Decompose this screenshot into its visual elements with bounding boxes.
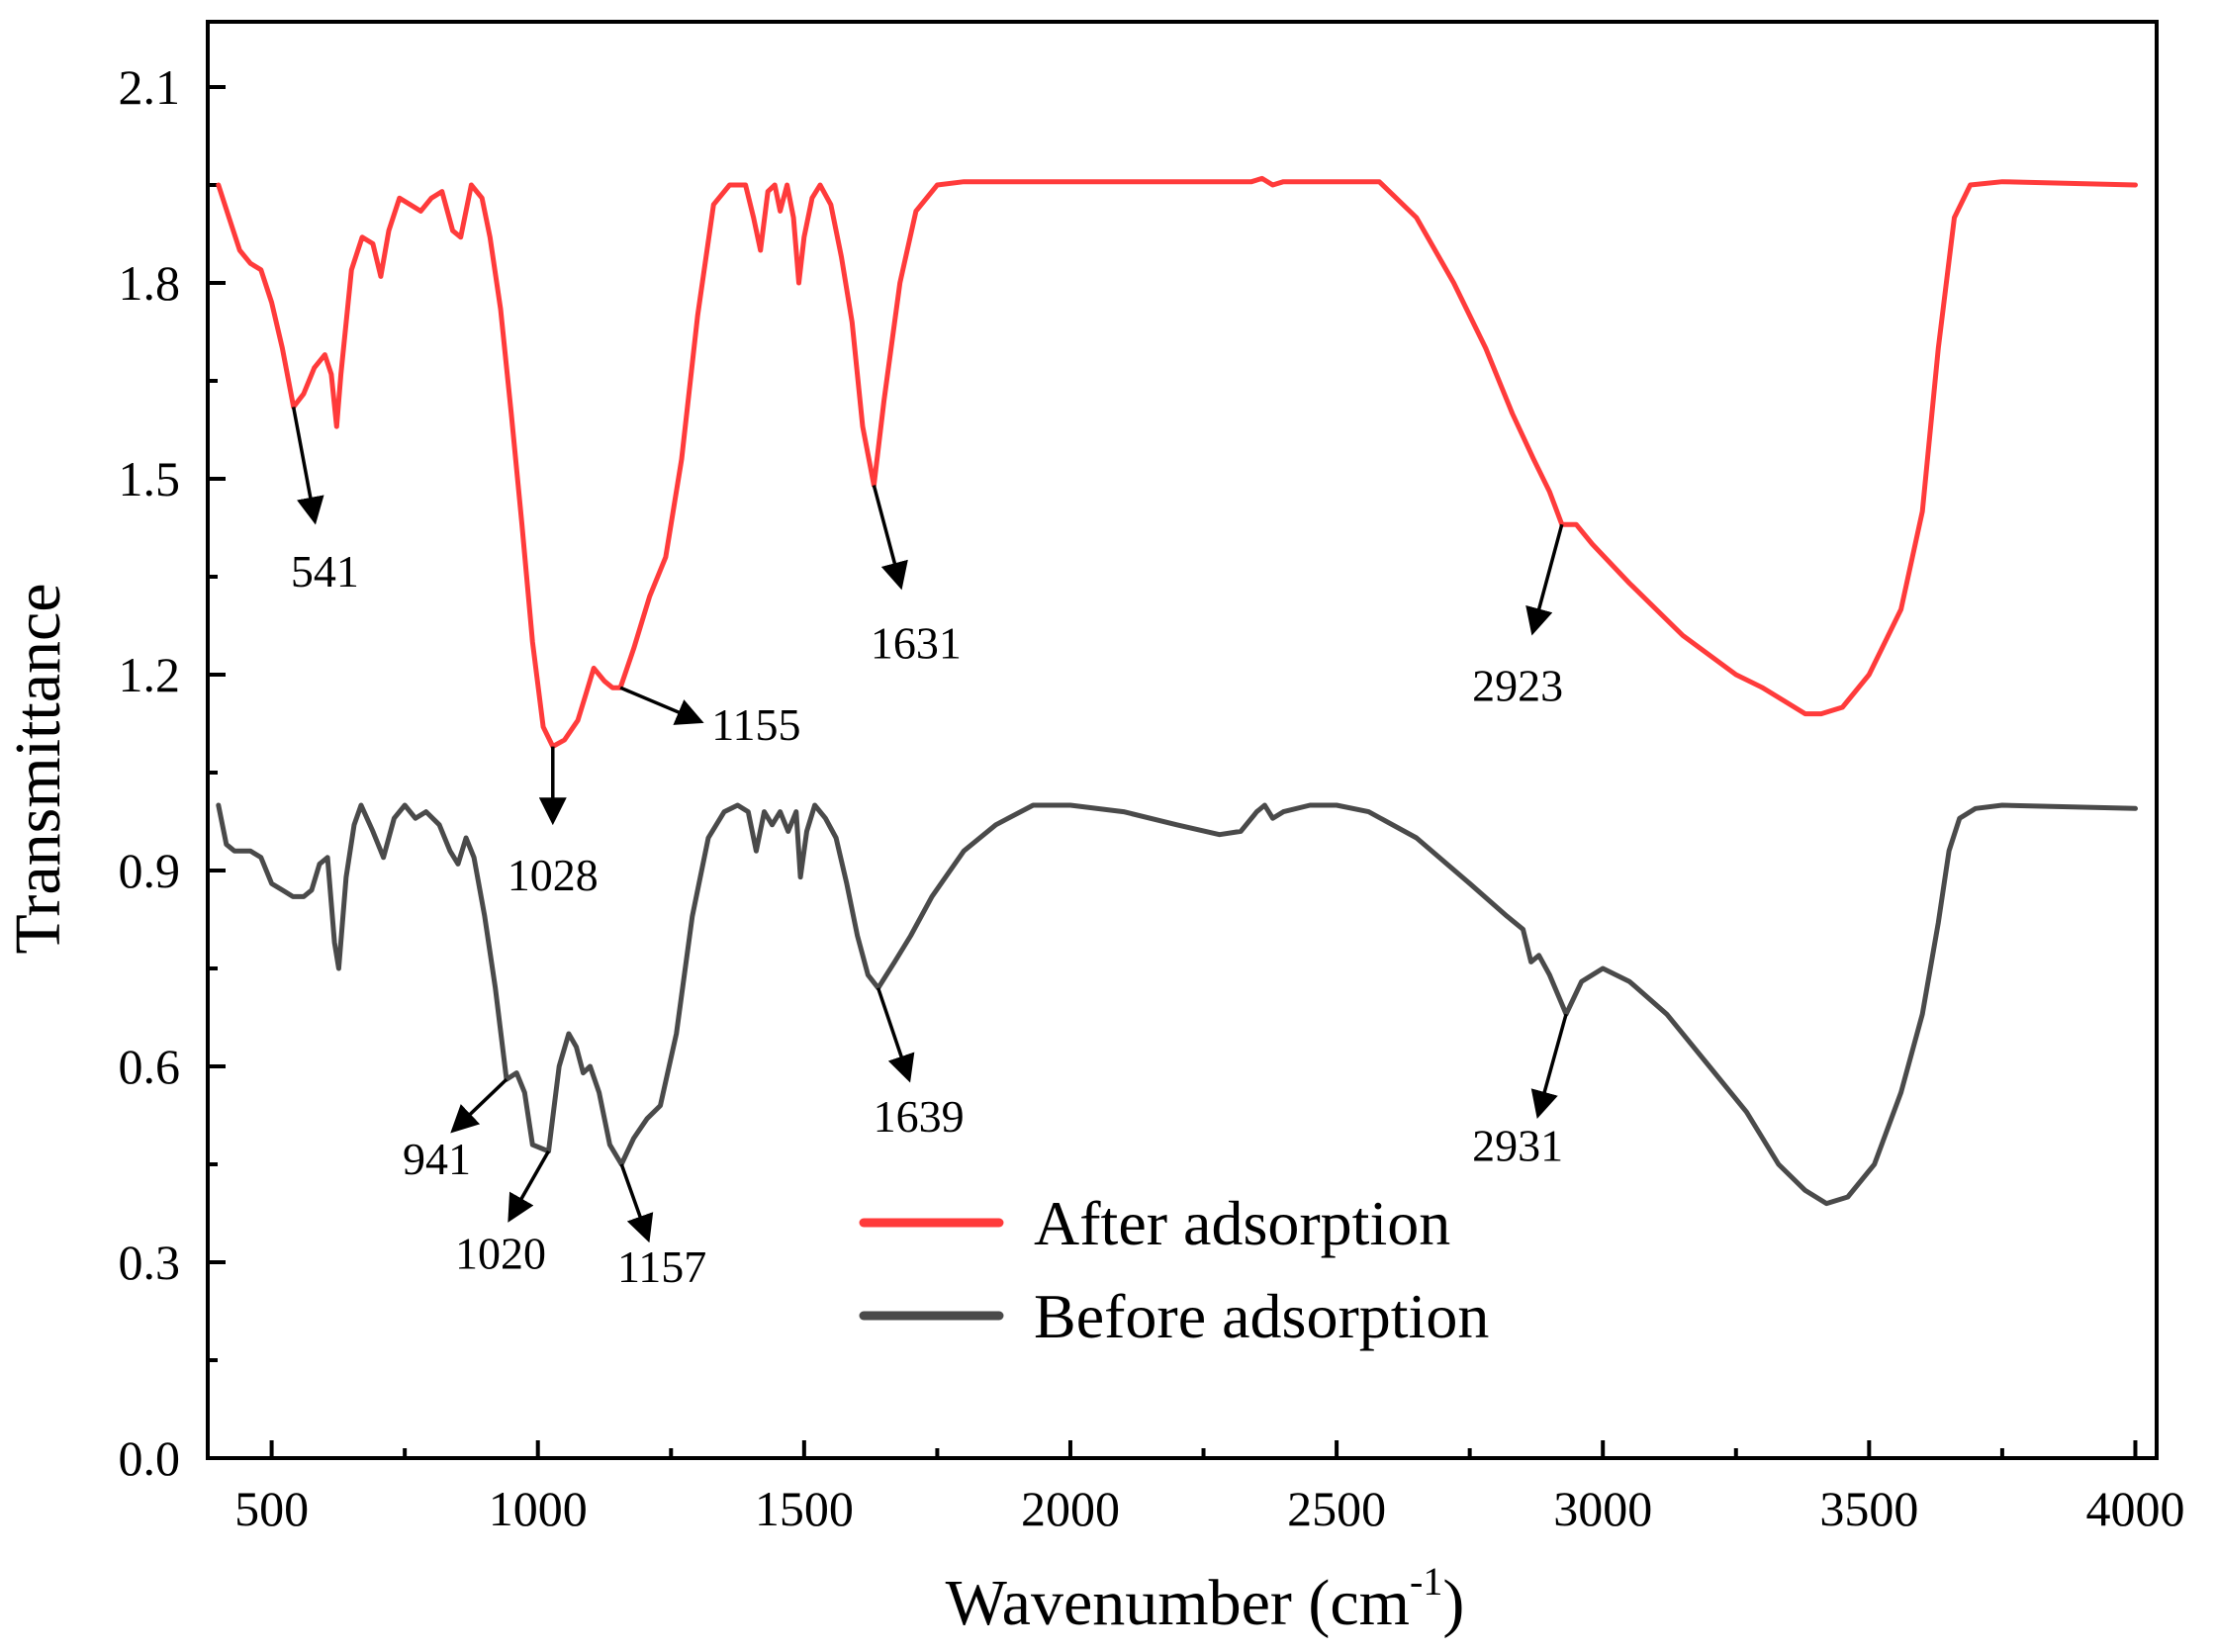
x-tick-label: 3000: [1553, 1481, 1652, 1536]
y-tick-label: 1.8: [119, 255, 181, 311]
annotation-label: 2931: [1472, 1121, 1563, 1171]
annotation-arrow: [619, 1163, 654, 1243]
annotation-arrow: [619, 686, 704, 725]
x-tick-label: 500: [234, 1481, 309, 1536]
legend-label-before: Before adsorption: [1034, 1281, 1489, 1351]
y-tick-label: 0.6: [119, 1039, 181, 1094]
y-tick-label: 1.5: [119, 451, 181, 506]
annotation-layer: 541 1631 2923 1028 1155 941 1020 1157 1639 2931: [291, 407, 1568, 1292]
legend-label-after: After adsorption: [1034, 1188, 1450, 1258]
annotation-label: 1155: [711, 699, 800, 750]
series-before-adsorption-line: [216, 802, 2138, 1207]
x-tick-label: 2500: [1287, 1481, 1386, 1536]
y-tick-label: 0.0: [119, 1430, 181, 1486]
annotation-label: 1028: [508, 850, 599, 900]
x-tick-label: 4000: [2085, 1481, 2184, 1536]
plot-frame: [206, 20, 2159, 1460]
plot-border: [206, 20, 2159, 1460]
series-layer: [216, 175, 2138, 1207]
annotation-label: 2923: [1472, 660, 1563, 710]
series-after-adsorption-line: [216, 175, 2138, 750]
x-tick-label: 1500: [755, 1481, 854, 1536]
annotation-arrow: [872, 485, 908, 591]
y-axis-title: Transmittance: [2, 583, 74, 954]
x-axis-title-sup: -1: [1410, 1559, 1442, 1604]
x-tick-label: 2000: [1021, 1481, 1120, 1536]
annotation-arrow: [291, 407, 324, 525]
x-axis-title-tail: ): [1442, 1567, 1464, 1639]
annotation-label: 941: [403, 1134, 471, 1184]
annotation-arrow: [1530, 1013, 1568, 1119]
annotation-label: 1157: [617, 1241, 706, 1292]
axis-ticks: [208, 85, 2138, 1460]
x-axis-title-main: Wavenumber (cm: [946, 1567, 1410, 1639]
annotation-label: 1639: [874, 1091, 965, 1142]
tick-labels: 500 1000 1500 2000 2500 3000 3500 4000 0.0 0.3 0.6…: [119, 59, 2185, 1536]
annotation-label: 541: [291, 546, 359, 597]
annotation-arrow: [1525, 523, 1564, 636]
annotation-label: 1020: [455, 1229, 546, 1279]
y-tick-label: 2.1: [119, 59, 181, 115]
y-tick-label: 0.9: [119, 843, 181, 898]
annotation-arrow: [450, 1077, 508, 1134]
x-tick-label: 1000: [489, 1481, 588, 1536]
annotation-label: 1631: [871, 618, 962, 669]
x-tick-label: 3500: [1819, 1481, 1918, 1536]
legend: After adsorption Before adsorption: [859, 1188, 1489, 1351]
y-tick-label: 0.3: [119, 1235, 181, 1290]
annotation-arrow: [877, 987, 915, 1083]
y-tick-label: 1.2: [119, 647, 181, 702]
annotation-arrow: [508, 1149, 551, 1223]
x-axis-title: Wavenumber (cm-1): [946, 1559, 1465, 1639]
